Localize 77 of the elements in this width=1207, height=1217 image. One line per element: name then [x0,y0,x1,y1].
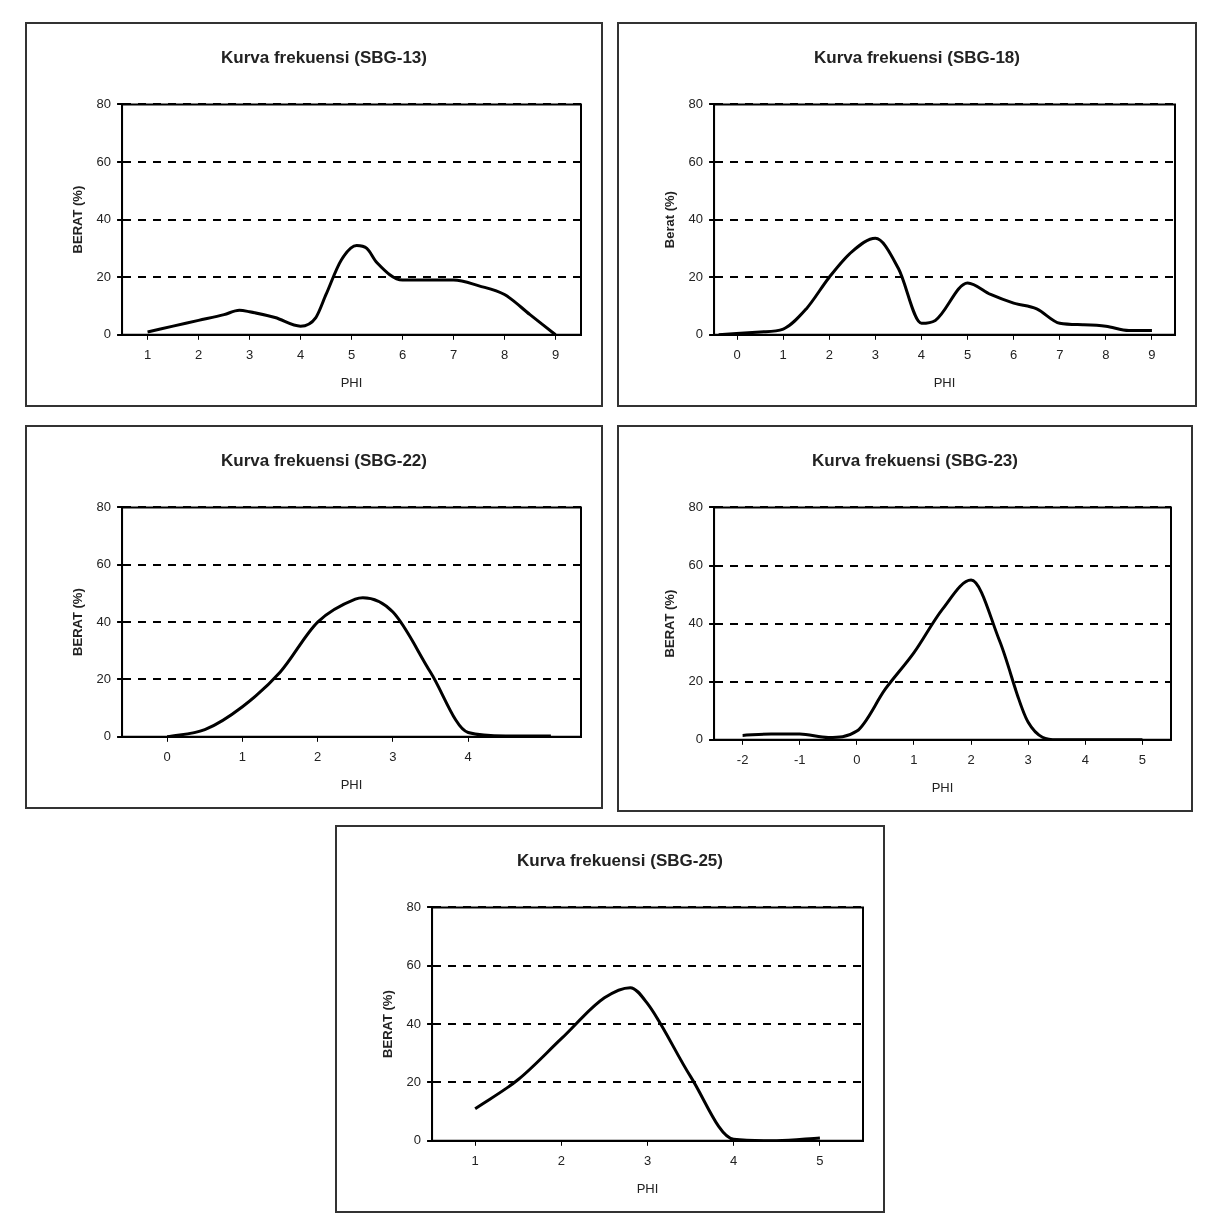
y-tick-label: 40 [96,211,112,227]
y-tick-label: 80 [688,498,704,514]
x-tick-label: 2 [825,347,833,363]
x-tick-label: -1 [793,752,806,768]
chart-title: Kurva frekuensi (SBG-25) [517,850,723,870]
x-tick-label: 3 [389,749,397,765]
x-tick-label: 9 [1148,347,1156,363]
x-tick-label: 5 [1138,752,1147,768]
x-tick-label: 2 [557,1153,565,1169]
y-tick-label: 40 [96,613,112,629]
x-tick-label: 1 [143,347,152,363]
x-tick-label: 3 [643,1153,652,1169]
y-tick-label: 0 [103,326,112,342]
y-tick-label: 80 [406,898,422,914]
y-axis-title: Berat (%) [662,191,678,249]
y-tick-label: 20 [96,268,112,284]
y-axis-title: BERAT (%) [380,990,396,1058]
y-tick-label: 0 [695,731,704,747]
x-tick-label: 4 [917,347,926,363]
y-tick-label: 60 [688,557,704,573]
x-axis-title: PHI [340,374,363,390]
y-tick-label: 80 [96,95,112,111]
y-tick-label: 40 [406,1015,422,1031]
x-axis-title: PHI [933,374,956,390]
x-tick-label: 6 [1010,347,1018,363]
x-tick-label: 9 [551,347,560,363]
x-tick-label: 6 [398,347,407,363]
x-tick-label: 4 [296,347,305,363]
y-tick-label: 0 [103,728,112,744]
x-tick-label: 0 [733,347,741,363]
y-tick-label: 20 [688,673,704,689]
x-tick-label: 1 [910,752,918,768]
y-tick-label: 60 [96,556,112,572]
x-tick-label: 2 [967,752,975,768]
y-tick-label: 20 [96,671,112,687]
chart-title: Kurva frekuensi (SBG-13) [221,47,427,67]
x-tick-label: 2 [194,347,203,363]
x-tick-label: 7 [1056,347,1064,363]
y-tick-label: 80 [688,95,704,111]
y-tick-label: 20 [688,268,704,284]
x-axis-title: PHI [340,776,363,792]
y-tick-label: 40 [688,615,704,631]
x-tick-label: 3 [871,347,880,363]
x-tick-label: 4 [464,749,472,765]
y-axis-title: BERAT (%) [70,588,86,656]
x-tick-label: 1 [779,347,787,363]
x-tick-label: 0 [163,749,171,765]
y-axis-title: BERAT (%) [70,185,86,254]
x-axis-title: PHI [636,1180,659,1196]
x-tick-label: 1 [238,749,247,765]
x-tick-label: 7 [449,347,458,363]
x-tick-label: 3 [1024,752,1032,768]
x-axis-title: PHI [931,779,954,795]
x-tick-label: -2 [736,752,749,768]
x-tick-label: 2 [314,749,322,765]
y-tick-label: 60 [96,153,112,169]
x-tick-label: 3 [245,347,254,363]
chart-title: Kurva frekuensi (SBG-23) [812,450,1018,470]
y-tick-label: 40 [688,211,704,227]
chart-title: Kurva frekuensi (SBG-22) [221,450,427,470]
x-tick-label: 8 [500,347,509,363]
y-tick-label: 20 [406,1074,422,1090]
y-tick-label: 60 [406,957,422,973]
chart-title: Kurva frekuensi (SBG-18) [814,47,1020,67]
x-tick-label: 4 [730,1153,738,1169]
y-tick-label: 0 [413,1132,422,1148]
x-tick-label: 0 [853,752,861,768]
y-tick-label: 60 [688,153,704,169]
y-tick-label: 80 [96,498,112,514]
y-tick-label: 0 [695,326,704,342]
x-tick-label: 5 [347,347,356,363]
x-tick-label: 5 [816,1153,824,1169]
x-tick-label: 5 [963,347,972,363]
x-tick-label: 1 [471,1153,479,1169]
x-tick-label: 8 [1102,347,1110,363]
x-tick-label: 4 [1081,752,1089,768]
y-axis-title: BERAT (%) [662,589,678,658]
